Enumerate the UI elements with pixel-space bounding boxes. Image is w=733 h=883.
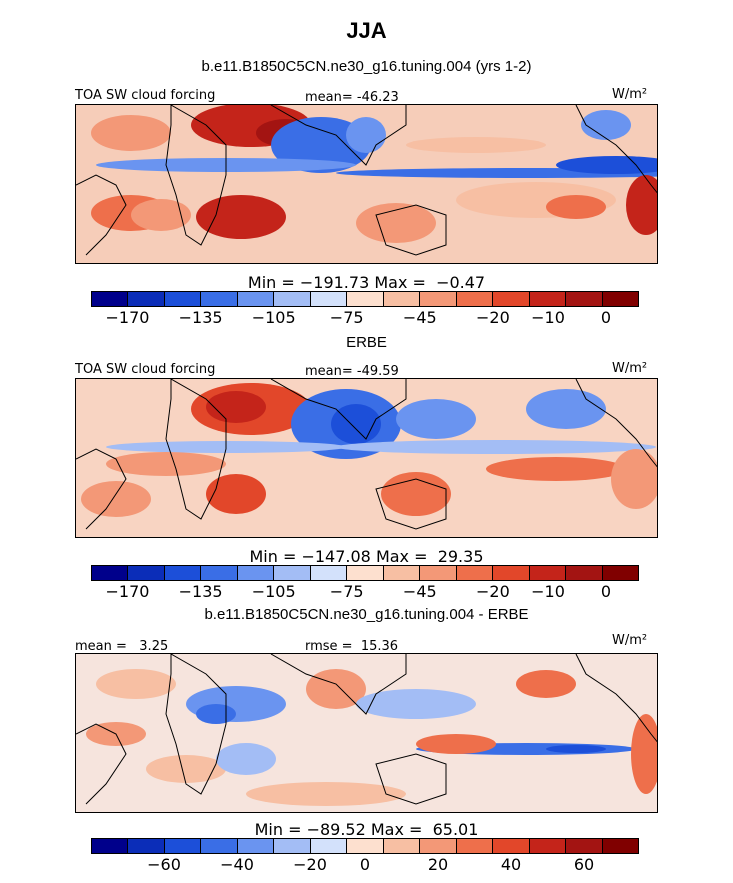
colorbar-cell <box>566 292 603 306</box>
panel-3-colorbar-ticks: −60 −40 −20 0 20 40 60 <box>91 855 639 875</box>
colorbar-cell <box>92 566 129 580</box>
panel-3-field <box>76 654 657 812</box>
colorbar-cell <box>237 839 275 853</box>
colorbar-cell <box>164 292 202 306</box>
colorbar-cell <box>566 839 603 853</box>
colorbar-cell <box>92 292 129 306</box>
colorbar-cell <box>529 292 567 306</box>
panel-2-mean-label: mean= -49.59 <box>305 364 399 379</box>
panel-3-rmse-label: rmse = 15.36 <box>305 639 399 654</box>
panel-1-subtitle: b.e11.B1850C5CN.ne30_g16.tuning.004 (yrs… <box>201 58 532 75</box>
colorbar-cell <box>383 566 421 580</box>
panel-2-colorbar <box>91 565 639 581</box>
colorbar-cell <box>237 566 275 580</box>
colorbar-tick-label: −10 <box>531 308 565 327</box>
colorbar-tick-label: −45 <box>402 308 437 327</box>
colorbar-cell <box>602 292 639 306</box>
colorbar-cell <box>201 839 238 853</box>
colorbar-tick-label: −170 <box>105 308 150 327</box>
panel-2-left-label: TOA SW cloud forcing <box>75 362 216 377</box>
colorbar-tick-label: −75 <box>329 582 364 601</box>
colorbar-tick-label: 0 <box>359 855 371 874</box>
colorbar-cell <box>274 566 311 580</box>
colorbar-cell <box>164 839 202 853</box>
colorbar-tick-label: −170 <box>105 582 150 601</box>
colorbar-cell <box>347 839 384 853</box>
panel-3-mean-label: mean = 3.25 <box>75 639 169 654</box>
colorbar-tick-label: −75 <box>329 308 364 327</box>
colorbar-cell <box>347 566 384 580</box>
colorbar-cell <box>456 839 494 853</box>
panel-1-left-label: TOA SW cloud forcing <box>75 88 216 103</box>
panel-2-colorbar-ticks: −170 −135 −105 −75 −45 −20 −10 0 <box>91 582 639 602</box>
colorbar-cell <box>493 292 530 306</box>
panel-3-map <box>75 653 658 813</box>
colorbar-cell <box>420 839 457 853</box>
colorbar-cell <box>164 566 202 580</box>
panel-2-field <box>76 379 657 537</box>
colorbar-cell <box>456 566 494 580</box>
panel-1-colorbar-ticks: −170 −135 −105 −75 −45 −20 −10 0 <box>91 308 639 328</box>
panel-3-subtitle: b.e11.B1850C5CN.ne30_g16.tuning.004 - ER… <box>204 606 529 623</box>
colorbar-tick-label: −40 <box>220 855 254 874</box>
colorbar-cell <box>310 566 348 580</box>
colorbar-cell <box>566 566 603 580</box>
colorbar-tick-label: −20 <box>293 855 327 874</box>
panel-1-units-label: W/m² <box>612 87 648 102</box>
colorbar-tick-label: −20 <box>476 308 510 327</box>
panel-2-units-label: W/m² <box>612 361 648 376</box>
colorbar-cell <box>310 839 348 853</box>
colorbar-tick-label: 60 <box>573 855 595 874</box>
colorbar-cell <box>201 566 238 580</box>
panel-1-field <box>76 105 657 263</box>
colorbar-tick-label: −20 <box>476 582 510 601</box>
colorbar-tick-label: 40 <box>500 855 522 874</box>
page-title: JJA <box>346 18 387 43</box>
panel-2-min-max: Min = −147.08 Max = 29.35 <box>249 547 484 566</box>
colorbar-tick-label: −135 <box>178 582 223 601</box>
colorbar-cell <box>201 292 238 306</box>
colorbar-cell <box>274 839 311 853</box>
panel-1-mean-label: mean= -46.23 <box>305 90 399 105</box>
colorbar-cell <box>128 566 165 580</box>
colorbar-cell <box>420 292 457 306</box>
colorbar-tick-label: −105 <box>251 582 296 601</box>
colorbar-cell <box>420 566 457 580</box>
colorbar-cell <box>529 839 567 853</box>
colorbar-cell <box>493 839 530 853</box>
panel-1-map <box>75 104 658 264</box>
colorbar-tick-label: −135 <box>178 308 223 327</box>
colorbar-cell <box>529 566 567 580</box>
colorbar-tick-label: −105 <box>251 308 296 327</box>
colorbar-cell <box>456 292 494 306</box>
colorbar-tick-label: 0 <box>600 582 612 601</box>
panel-3-colorbar <box>91 838 639 854</box>
colorbar-cell <box>274 292 311 306</box>
colorbar-cell <box>383 292 421 306</box>
colorbar-cell <box>92 839 129 853</box>
colorbar-cell <box>347 292 384 306</box>
colorbar-cell <box>128 839 165 853</box>
colorbar-cell <box>237 292 275 306</box>
panel-2-map <box>75 378 658 538</box>
colorbar-cell <box>602 839 639 853</box>
panel-3-min-max: Min = −89.52 Max = 65.01 <box>254 820 479 839</box>
colorbar-tick-label: −45 <box>402 582 437 601</box>
colorbar-cell <box>493 566 530 580</box>
colorbar-cell <box>602 566 639 580</box>
colorbar-cell <box>128 292 165 306</box>
colorbar-cell <box>310 292 348 306</box>
panel-3-units-label: W/m² <box>612 633 648 648</box>
colorbar-cell <box>383 839 421 853</box>
colorbar-tick-label: 0 <box>600 308 612 327</box>
panel-2-subtitle: ERBE <box>346 334 387 351</box>
colorbar-tick-label: −60 <box>147 855 181 874</box>
panel-1-min-max: Min = −191.73 Max = −0.47 <box>247 273 486 292</box>
panel-1-colorbar <box>91 291 639 307</box>
colorbar-tick-label: −10 <box>531 582 565 601</box>
colorbar-tick-label: 20 <box>427 855 449 874</box>
